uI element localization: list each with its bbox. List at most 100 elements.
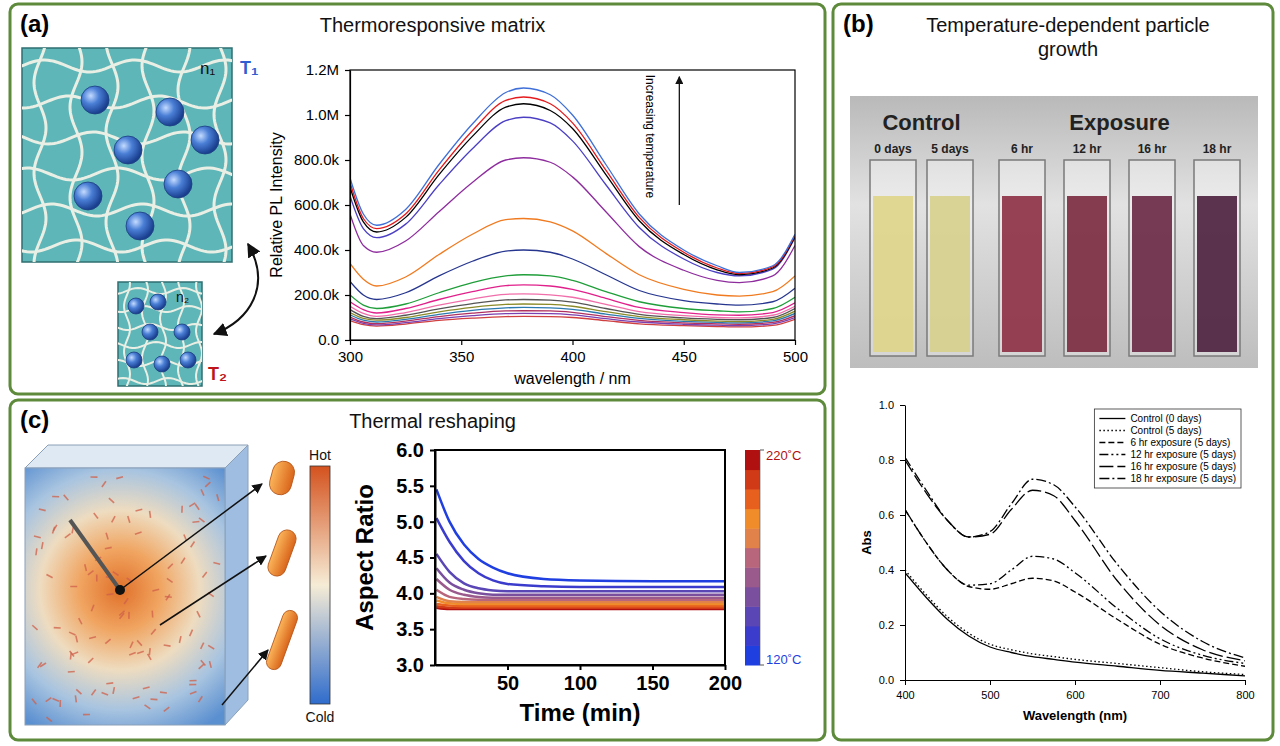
tick-label: 400	[896, 689, 914, 701]
tick: 800	[1236, 680, 1254, 701]
colorbar-cell	[745, 587, 760, 607]
nanorod	[199, 696, 203, 702]
cuvette	[1129, 160, 1175, 356]
tick: 150	[636, 665, 669, 694]
colorbar-tick	[760, 665, 764, 666]
cuvette-label: 16 hr	[1138, 142, 1167, 156]
tick: 4.5	[396, 546, 435, 568]
group-label: Control	[882, 110, 960, 135]
y-axis-title: Aspect Ratio	[351, 484, 378, 631]
nanorod	[149, 511, 152, 518]
colorbar-cell	[745, 626, 760, 646]
panel-title: Thermoresponsive matrix	[320, 14, 546, 36]
particle	[126, 212, 154, 240]
annotation: Increasing temperature	[643, 75, 657, 199]
nanorod	[42, 542, 43, 549]
nanorod	[88, 658, 93, 663]
nanorod	[129, 652, 135, 655]
tick-mark	[990, 680, 991, 685]
nanorod	[59, 700, 61, 707]
tick-mark	[900, 625, 905, 626]
legend-label: 16 hr exposure (5 days)	[1130, 461, 1236, 472]
tick-mark	[430, 521, 435, 523]
axis-line	[905, 406, 906, 681]
tick: 3.5	[396, 618, 435, 640]
colorbar: 220˚C120˚C	[745, 448, 801, 666]
x-axis-title: wavelength / nm	[513, 370, 631, 387]
capsule	[264, 608, 299, 671]
series-line	[436, 518, 725, 587]
tick: 0.0	[318, 331, 350, 348]
particle	[191, 126, 219, 154]
nanorod	[205, 482, 210, 487]
cuvette	[999, 160, 1045, 356]
tick: 0.4	[879, 564, 905, 576]
tick-mark	[345, 205, 350, 206]
nanorod	[76, 636, 78, 643]
tick: 600.0k	[294, 196, 350, 213]
nanorod	[168, 564, 173, 569]
diagram-label: Cold	[306, 709, 335, 725]
legend-entry: 12 hr exposure (5 days)	[1099, 449, 1236, 460]
cube-front	[25, 468, 225, 725]
nanorod	[88, 571, 94, 575]
nanorod	[130, 642, 133, 648]
nanorod	[213, 563, 220, 565]
particle	[114, 136, 142, 164]
particle	[156, 98, 184, 126]
nanorod	[79, 618, 82, 624]
tick: 400	[560, 340, 585, 365]
particle	[154, 356, 170, 372]
heat-scale	[310, 466, 330, 704]
tick-mark	[900, 405, 905, 406]
pointer-arrow	[120, 484, 262, 590]
colorbar-label: 120˚C	[766, 652, 801, 667]
nanorod	[167, 578, 173, 582]
nanorod	[113, 572, 119, 576]
nanorod	[54, 627, 61, 629]
mesh	[118, 282, 202, 386]
nanorod	[32, 625, 37, 630]
plot: 501001502003.03.54.04.55.05.56.0Time (mi…	[351, 439, 801, 726]
tick-label: 500	[981, 689, 999, 701]
tick-label: 800	[1236, 689, 1254, 701]
nanorod	[181, 558, 185, 564]
cuvette-liquid	[873, 196, 913, 352]
nanorod	[137, 640, 142, 645]
tick: 350	[449, 340, 474, 365]
nanorod	[199, 664, 204, 669]
nanorod	[149, 648, 151, 655]
y-axis: 3.03.54.04.55.05.56.0	[396, 439, 435, 676]
legend-label: 6 hr exposure (5 days)	[1130, 437, 1230, 448]
nanorod	[137, 651, 144, 653]
cuvette-liquid	[1002, 196, 1042, 352]
capsule	[267, 459, 297, 498]
panel-letter: (b)	[843, 10, 874, 37]
x-axis: 50100150200	[436, 665, 743, 694]
series-line	[350, 158, 795, 283]
nanorod	[102, 692, 109, 695]
series-line	[350, 219, 795, 297]
cuvette-label: 0 days	[874, 142, 912, 156]
diagram-label: n₁	[200, 59, 215, 78]
cuvette-label: 18 hr	[1203, 142, 1232, 156]
nanorod	[109, 498, 114, 503]
panel-title: Thermal reshaping	[349, 410, 516, 432]
tick-label: 200.0k	[294, 286, 340, 303]
tick-mark	[507, 665, 509, 670]
tick: 5.0	[396, 511, 435, 533]
tick-mark	[1160, 680, 1161, 685]
tick: 700	[1151, 680, 1169, 701]
plot-frame	[350, 70, 795, 340]
cuvette-liquid	[1132, 196, 1172, 352]
title-line: Thermoresponsive matrix	[320, 14, 546, 36]
particle	[164, 170, 192, 198]
diagram-label: n₂	[176, 289, 189, 305]
nanorod	[135, 532, 142, 534]
pointer-arrow	[160, 556, 266, 625]
nanorod	[106, 533, 108, 540]
y-axis-title: Relative PL Intensity	[268, 132, 285, 277]
colorbar-cell	[745, 489, 760, 509]
tick-label: 350	[449, 348, 474, 365]
tick: 1.0	[879, 399, 905, 411]
